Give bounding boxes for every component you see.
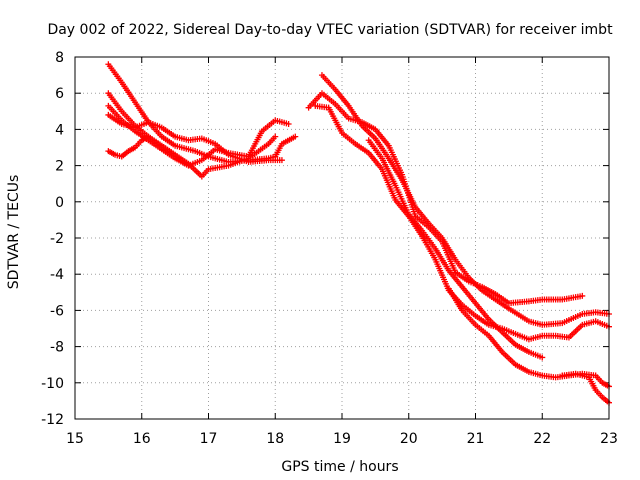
y-tick-label: -4	[50, 267, 64, 283]
y-tick-label: 8	[55, 50, 64, 66]
series-track-e	[105, 133, 152, 160]
y-tick-label: -8	[50, 340, 64, 356]
axis-ticks: 15 16 17 18 19 20 21 22 23 -12 -10 -8 -6 -4 -2 0 2 4 6 8	[41, 50, 618, 447]
data-point-marker	[292, 133, 299, 140]
data-point-marker	[285, 120, 292, 127]
x-axis-label: GPS time / hours	[281, 459, 398, 475]
x-tick-label: 17	[200, 431, 218, 447]
data-point-marker	[145, 133, 152, 140]
x-tick-label: 23	[600, 431, 618, 447]
y-tick-label: 2	[55, 159, 64, 175]
series-track-j	[445, 285, 612, 390]
x-tick-label: 16	[133, 431, 151, 447]
data-points	[105, 61, 612, 406]
y-tick-label: -12	[41, 412, 64, 428]
x-tick-label: 20	[400, 431, 418, 447]
x-tick-label: 15	[66, 431, 84, 447]
y-tick-label: -6	[50, 303, 64, 319]
grid-lines	[75, 57, 609, 419]
data-point-marker	[539, 354, 546, 361]
series-track-k	[559, 370, 612, 406]
series-track-i	[365, 137, 546, 361]
y-tick-label: -10	[41, 376, 64, 392]
plot-frame	[74, 56, 610, 420]
y-tick-label: 0	[55, 195, 64, 211]
data-point-marker	[579, 292, 586, 299]
y-tick-label: 6	[55, 86, 64, 102]
y-tick-label: -2	[50, 231, 64, 247]
x-tick-label: 18	[266, 431, 284, 447]
data-point-marker	[272, 133, 279, 140]
data-point-marker	[278, 157, 285, 164]
x-tick-label: 19	[333, 431, 351, 447]
x-tick-label: 21	[467, 431, 485, 447]
series-track-d	[105, 111, 285, 165]
y-axis-label: SDTVAR / TECUs	[6, 175, 22, 290]
series-track-h	[312, 102, 612, 343]
y-tick-label: 4	[55, 122, 64, 138]
chart-title: Day 002 of 2022, Sidereal Day-to-day VTE…	[47, 22, 613, 38]
x-tick-label: 22	[533, 431, 551, 447]
